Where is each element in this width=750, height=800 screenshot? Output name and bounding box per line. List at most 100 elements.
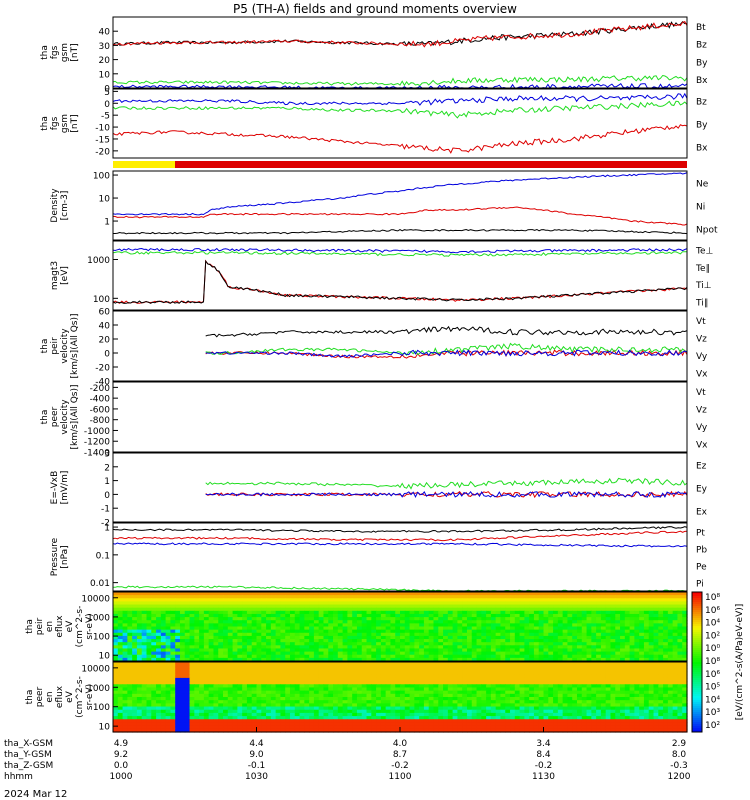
heatmap-cell	[510, 610, 516, 615]
heatmap-cell	[146, 648, 152, 653]
heatmap-cell	[505, 665, 511, 669]
heatmap-cell	[629, 712, 635, 717]
heatmap-cell	[572, 651, 578, 656]
heatmap-cell	[419, 654, 425, 659]
heatmap-cell	[639, 604, 645, 609]
heatmap-cell	[663, 674, 669, 679]
heatmap-cell	[648, 592, 655, 596]
heatmap-cell	[242, 665, 248, 669]
heatmap-cell	[643, 700, 650, 704]
heatmap-cell	[447, 681, 454, 685]
heatmap-cell	[309, 635, 315, 640]
heatmap-cell	[529, 651, 535, 656]
y-axis-label: [cm-3]	[60, 191, 70, 221]
heatmap-cell	[189, 712, 195, 717]
heatmap-cell	[486, 592, 492, 596]
heatmap-cell	[615, 687, 621, 692]
heatmap-cell	[481, 598, 487, 603]
heatmap-cell	[452, 642, 458, 646]
heatmap-cell	[361, 595, 368, 599]
heatmap-cell	[289, 657, 296, 662]
heatmap-cell	[170, 623, 176, 628]
heatmap-cell	[184, 681, 191, 685]
panel-frame	[112, 522, 688, 592]
heatmap-cell	[548, 662, 554, 666]
heatmap-cell	[237, 668, 243, 673]
heatmap-cell	[653, 620, 659, 624]
heatmap-cell	[529, 706, 535, 711]
heatmap-cell	[510, 677, 516, 682]
heatmap-cell	[471, 684, 478, 689]
heatmap-cell	[151, 648, 157, 653]
heatmap-cell	[275, 639, 282, 643]
heatmap-cell	[423, 651, 430, 656]
series-line-p4-0	[112, 172, 688, 216]
heatmap-cell	[347, 617, 353, 621]
heatmap-cell	[117, 632, 124, 637]
heatmap-cell	[151, 706, 157, 711]
heatmap-cell	[596, 674, 602, 679]
heatmap-cell	[270, 642, 277, 646]
heatmap-cell	[117, 592, 124, 596]
heatmap-cell	[227, 700, 234, 704]
heatmap-cell	[266, 632, 272, 637]
heatmap-cell	[160, 610, 167, 615]
heatmap-cell	[246, 598, 253, 603]
heatmap-cell	[356, 687, 363, 692]
heatmap-cell	[471, 626, 478, 631]
heatmap-cell	[648, 604, 655, 609]
heatmap-cell	[471, 623, 478, 628]
heatmap-cell	[208, 700, 215, 704]
heatmap-cell	[466, 629, 473, 634]
heatmap-cell	[304, 642, 310, 646]
heatmap-cell	[285, 654, 291, 659]
heatmap-cell	[639, 607, 645, 612]
heatmap-cell	[179, 620, 186, 624]
heatmap-cell	[600, 681, 607, 685]
heatmap-cell	[490, 645, 497, 650]
heatmap-cell	[466, 651, 473, 656]
heatmap-cell	[333, 626, 339, 631]
heatmap-cell	[390, 654, 396, 659]
heatmap-cell	[586, 703, 592, 708]
heatmap-cell	[419, 668, 425, 673]
heatmap-cell	[543, 626, 549, 631]
heatmap-cell	[223, 629, 229, 634]
heatmap-cell	[557, 681, 564, 685]
heatmap-cell	[596, 665, 602, 669]
heatmap-cell	[208, 674, 215, 679]
heatmap-cell	[510, 671, 516, 676]
heatmap-cell	[443, 601, 449, 606]
heatmap-cell	[352, 657, 358, 662]
heatmap-cell	[333, 665, 339, 669]
heatmap-cell	[615, 700, 621, 704]
heatmap-cell	[486, 604, 492, 609]
heatmap-cell	[658, 645, 664, 650]
heatmap-cell	[576, 681, 583, 685]
heatmap-cell	[600, 703, 607, 708]
heatmap-cell	[591, 687, 597, 692]
heatmap-cell	[486, 632, 492, 637]
heatmap-cell	[313, 657, 320, 662]
heatmap-cell	[519, 674, 525, 679]
heatmap-cell	[141, 687, 148, 692]
heatmap-cell	[629, 654, 635, 659]
heatmap-cell	[361, 620, 368, 624]
heatmap-cell	[156, 700, 162, 704]
heatmap-cell	[165, 651, 171, 656]
heatmap-cell	[280, 642, 286, 646]
heatmap-cell	[270, 620, 277, 624]
heatmap-cell	[562, 601, 569, 606]
heatmap-cell	[151, 651, 157, 656]
heatmap-cell	[428, 690, 435, 695]
heatmap-cell	[438, 668, 444, 673]
heatmap-cell	[361, 626, 368, 631]
heatmap-cell	[294, 629, 301, 634]
heatmap-cell	[390, 674, 396, 679]
heatmap-cell	[333, 595, 339, 599]
heatmap-cell	[658, 595, 664, 599]
heatmap-cell	[457, 662, 463, 666]
heatmap-cell	[318, 617, 325, 621]
heatmap-cell	[208, 684, 215, 689]
heatmap-cell	[256, 671, 262, 676]
